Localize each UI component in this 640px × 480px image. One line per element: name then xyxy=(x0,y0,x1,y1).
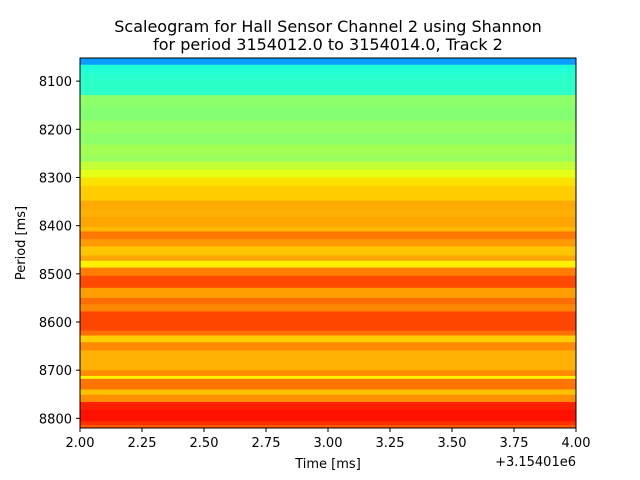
heatmap-band xyxy=(80,144,576,156)
heatmap-band xyxy=(80,169,576,178)
x-tick-label: 2.50 xyxy=(190,436,219,451)
heatmap-band xyxy=(80,185,576,202)
y-axis: 8100 8200 8300 8400 8500 8600 8700 8800 xyxy=(39,75,80,427)
chart-title-line-2: for period 3154012.0 to 3154014.0, Track… xyxy=(153,35,503,54)
heatmap-band xyxy=(80,287,576,299)
heatmap-band xyxy=(80,375,576,380)
heatmap-band xyxy=(80,342,576,351)
x-tick-label: 3.00 xyxy=(314,436,343,451)
y-tick-label: 8600 xyxy=(39,316,72,331)
heatmap-band xyxy=(80,177,576,187)
heatmap-band xyxy=(80,421,576,426)
y-tick-label: 8500 xyxy=(39,268,72,283)
heatmap-band xyxy=(80,209,576,218)
y-tick-label: 8800 xyxy=(39,412,72,427)
heatmap-band xyxy=(80,95,576,109)
x-tick-label: 2.00 xyxy=(66,436,95,451)
heatmap-band xyxy=(80,246,576,256)
heatmap-band xyxy=(80,239,576,247)
x-axis: 2.00 2.25 2.50 2.75 3.00 3.25 3.50 3.75 4.00 xyxy=(66,428,591,451)
x-tick-label: 3.50 xyxy=(438,436,467,451)
heatmap-band xyxy=(80,64,576,74)
heatmap-band xyxy=(80,81,576,96)
heatmap-band xyxy=(80,304,576,312)
x-tick-label: 4.00 xyxy=(562,436,591,451)
y-tick-label: 8700 xyxy=(39,364,72,379)
heatmap-band xyxy=(80,231,576,240)
y-tick-label: 8100 xyxy=(39,75,72,90)
heatmap-band xyxy=(80,297,576,305)
heatmap-band xyxy=(80,350,576,371)
y-tick-label: 8300 xyxy=(39,171,72,186)
y-axis-label: Period [ms] xyxy=(14,206,29,280)
x-axis-label: Time [ms] xyxy=(294,457,361,472)
heatmap-band xyxy=(80,255,576,262)
heatmap-band xyxy=(80,120,576,134)
heatmap-band xyxy=(80,226,576,232)
heatmap-band xyxy=(80,409,576,422)
heatmap-band xyxy=(80,58,576,66)
heatmap-band xyxy=(80,267,576,277)
heatmap-bands xyxy=(80,58,576,429)
heatmap-band xyxy=(80,133,576,146)
x-axis-offset-label: +3.15401e6 xyxy=(495,455,576,470)
heatmap-band xyxy=(80,370,576,377)
heatmap-band xyxy=(80,200,576,210)
heatmap-band xyxy=(80,154,576,162)
heatmap-band xyxy=(80,311,576,332)
heatmap-band xyxy=(80,107,576,122)
heatmap-band xyxy=(80,425,576,429)
heatmap-band xyxy=(80,394,576,403)
y-tick-label: 8200 xyxy=(39,123,72,138)
chart-title-line-1: Scaleogram for Hall Sensor Channel 2 usi… xyxy=(114,17,542,36)
heatmap-band xyxy=(80,401,576,411)
heatmap-band xyxy=(80,389,576,396)
x-tick-label: 2.25 xyxy=(128,436,157,451)
heatmap-band xyxy=(80,378,576,390)
heatmap-band xyxy=(80,72,576,82)
heatmap-band xyxy=(80,275,576,289)
y-tick-label: 8400 xyxy=(39,220,72,235)
heatmap-band xyxy=(80,216,576,228)
x-tick-label: 3.75 xyxy=(500,436,529,451)
x-tick-label: 3.25 xyxy=(376,436,405,451)
heatmap-band xyxy=(80,330,576,336)
heatmap-band xyxy=(80,335,576,343)
x-tick-label: 2.75 xyxy=(252,436,281,451)
heatmap-band xyxy=(80,260,576,268)
heatmap-band xyxy=(80,161,576,171)
